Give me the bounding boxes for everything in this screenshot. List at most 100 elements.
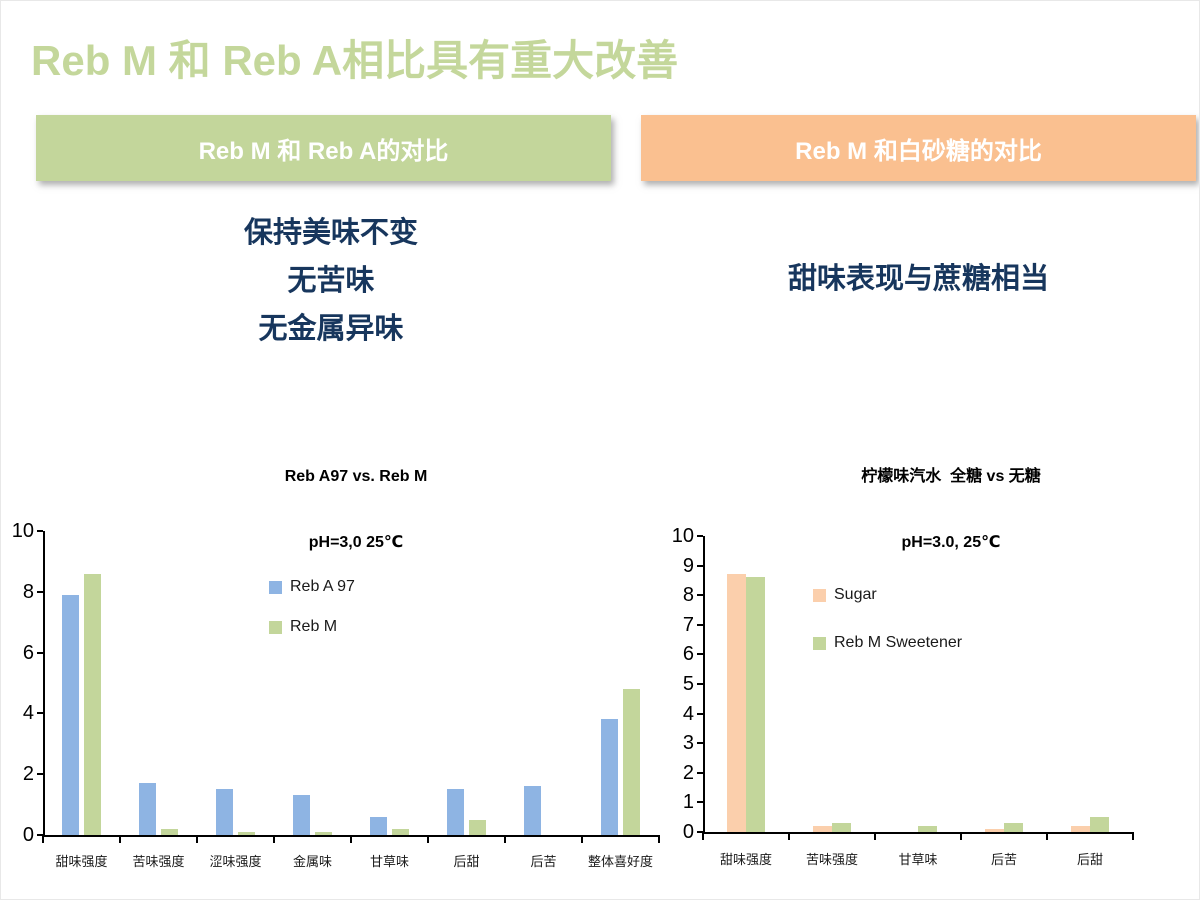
x-axis-tick <box>1132 832 1134 840</box>
y-axis-tick <box>697 683 703 685</box>
bar-series2-cat4 <box>315 831 332 835</box>
left-bar-chart: 0 2 4 6 8 10 甜味强度 苦味强度 涩味强度 金属味 甘草味 后甜 后苦 整体喜好度 Reb A … <box>1 511 691 899</box>
x-axis-tick <box>658 835 660 843</box>
x-axis-tick <box>960 832 962 840</box>
x-axis-label: 后苦 <box>990 852 1017 867</box>
y-axis-tick <box>697 594 703 597</box>
legend-item: Reb A 97 <box>269 578 355 596</box>
bar-series1-cat1 <box>727 574 746 832</box>
y-axis-label: 2 <box>682 761 694 784</box>
y-axis-label: 8 <box>22 580 34 603</box>
legend-label: Reb M <box>290 618 338 635</box>
y-axis-tick <box>37 590 43 593</box>
header-sugar-comparison: Reb M 和白砂糖的对比 <box>641 115 1196 181</box>
bar-series1-cat6 <box>447 789 464 835</box>
benefit-line: 甜味表现与蔗糖相当 <box>787 263 1049 295</box>
x-axis-tick <box>273 835 275 843</box>
y-axis-label: 0 <box>682 821 694 843</box>
bar-series2-cat3 <box>238 831 255 835</box>
x-axis-label: 甘草味 <box>898 852 938 867</box>
chart-title-line: 柠檬味汽水 全糖 vs 无糖 <box>861 468 1041 485</box>
legend-item: Reb M <box>269 618 337 636</box>
y-axis-tick <box>37 773 43 776</box>
legend-label: Reb M Sweetener <box>834 634 963 651</box>
bar-series2-cat2 <box>161 828 178 835</box>
right-benefit-list: 甜味表现与蔗糖相当 <box>741 261 1096 297</box>
plot-area <box>703 536 1133 834</box>
x-axis-tick <box>874 832 876 840</box>
legend-swatch <box>813 588 826 602</box>
x-axis-tick <box>504 835 506 843</box>
y-axis-label: 4 <box>682 702 694 725</box>
bar-series1-cat2 <box>813 826 832 832</box>
y-axis-label: 3 <box>682 732 694 755</box>
y-axis-tick <box>697 801 703 804</box>
bar-series1-cat1 <box>62 594 79 835</box>
bar-series1-cat2 <box>139 783 156 835</box>
y-axis-tick <box>697 742 703 745</box>
bar-series2-cat8 <box>623 689 640 835</box>
chart-title-line: Reb A97 vs. Reb M <box>284 468 428 485</box>
y-axis-tick <box>37 834 43 836</box>
bar-series1-cat8 <box>601 719 618 835</box>
y-axis-tick <box>697 535 703 537</box>
legend-item: Reb M Sweetener <box>813 634 962 652</box>
benefit-line: 保持美味不变 <box>243 217 418 249</box>
bar-series2-cat1 <box>746 577 765 832</box>
y-axis-label: 4 <box>22 702 34 725</box>
x-axis-tick <box>427 835 429 843</box>
y-axis-tick <box>37 712 43 715</box>
bar-series1-cat4 <box>985 829 1004 832</box>
legend-item: Sugar <box>813 586 877 604</box>
y-axis-tick <box>697 653 703 656</box>
x-axis-tick <box>119 835 121 843</box>
y-axis-label: 10 <box>11 520 34 542</box>
y-axis-label: 1 <box>682 791 694 814</box>
benefit-line: 无金属异味 <box>258 313 404 345</box>
legend-swatch <box>269 620 282 634</box>
y-axis-tick <box>697 623 703 626</box>
y-axis-label: 9 <box>682 554 694 577</box>
legend-swatch <box>813 636 826 650</box>
right-bar-chart: 0 1 2 3 4 5 6 7 8 9 10 甜味强度 苦味强度 甘草味 后苦 后甜 Sugar Reb M Sw… <box>661 511 1199 899</box>
legend-label: Sugar <box>834 586 877 603</box>
y-axis-label: 5 <box>682 673 694 695</box>
bar-series2-cat2 <box>832 823 851 832</box>
y-axis-label: 6 <box>682 643 694 666</box>
x-axis-label: 苦味强度 <box>805 852 858 867</box>
x-axis-label: 甘草味 <box>369 854 409 869</box>
bar-series2-cat3 <box>918 826 937 832</box>
y-axis-tick <box>697 564 703 567</box>
x-axis-tick <box>42 835 44 843</box>
bar-series2-cat4 <box>1004 823 1023 832</box>
x-axis-tick <box>350 835 352 843</box>
y-axis-tick <box>697 712 703 715</box>
x-axis-label: 后甜 <box>453 854 480 869</box>
x-axis-label: 涩味强度 <box>209 854 262 869</box>
y-axis-tick <box>697 831 703 833</box>
header-reba-comparison: Reb M 和 Reb A的对比 <box>36 115 611 181</box>
chart-subtitle-line: pH=3.0, 25℃ <box>901 534 1001 551</box>
x-axis-tick <box>702 832 704 840</box>
chart-subtitle-line: pH=3,0 25℃ <box>308 534 404 551</box>
bar-series2-cat5 <box>392 828 409 835</box>
right-chart-title: 柠檬味汽水 全糖 vs 无糖 pH=3.0, 25℃ <box>771 422 1131 598</box>
y-axis-tick <box>697 771 703 774</box>
x-axis-label: 后甜 <box>1076 852 1103 867</box>
x-axis-tick <box>581 835 583 843</box>
x-axis-tick <box>788 832 790 840</box>
benefit-line: 无苦味 <box>287 265 375 297</box>
bar-series1-cat3 <box>216 789 233 835</box>
y-axis-label: 2 <box>22 763 34 786</box>
x-axis-tick <box>196 835 198 843</box>
x-axis-label: 甜味强度 <box>55 854 108 869</box>
legend-swatch <box>269 580 282 594</box>
x-axis-label: 苦味强度 <box>132 854 185 869</box>
x-axis-label: 整体喜好度 <box>587 854 653 869</box>
y-axis-tick <box>37 651 43 654</box>
bar-series1-cat5 <box>1071 826 1090 832</box>
left-benefit-list: 保持美味不变 无苦味 无金属异味 <box>151 209 511 353</box>
y-axis-label: 10 <box>671 525 694 547</box>
x-axis-label: 后苦 <box>530 854 557 869</box>
